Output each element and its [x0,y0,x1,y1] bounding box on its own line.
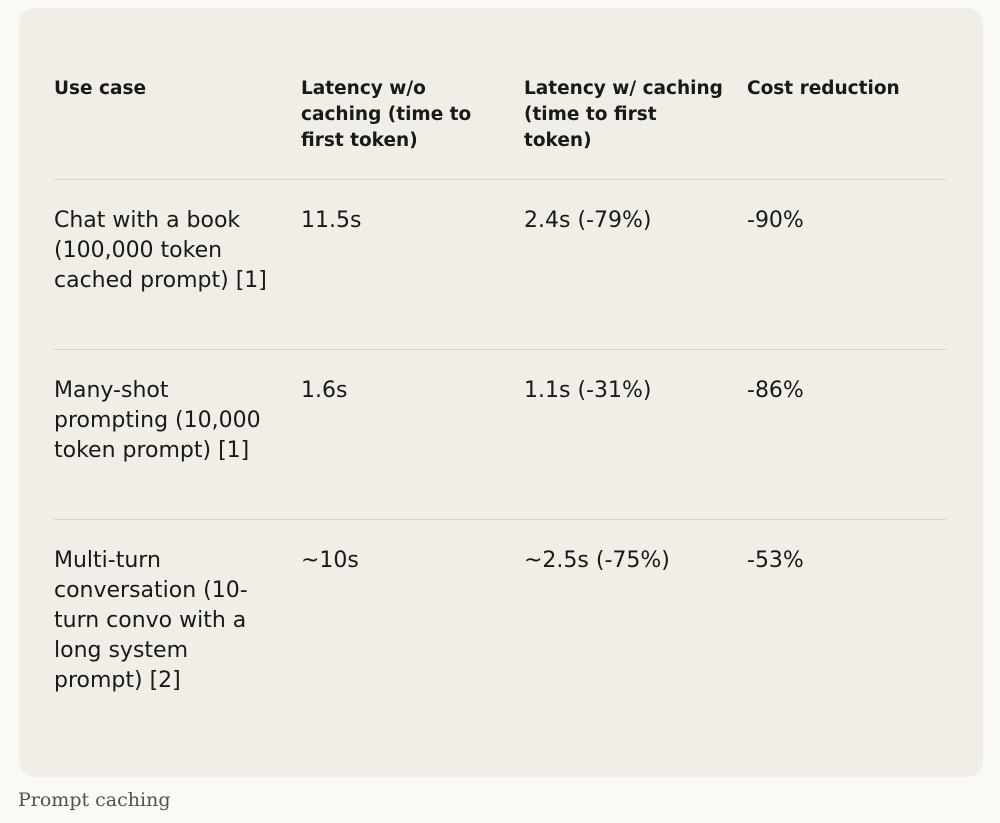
table-row: Multi-turn conversation (10-turn convo w… [54,519,946,749]
header-latency-with-caching: Latency w/ caching (time to first token) [524,62,747,180]
cell-cost-reduction: -90% [747,179,946,350]
cell-latency-with: ~2.5s (-75%) [524,547,670,573]
table-row: Many-shot prompting (10,000 token prompt… [54,349,946,520]
table-header-row: Use case Latency w/o caching (time to fi… [54,62,946,180]
header-use-case: Use case [54,62,301,180]
header-latency-without-caching: Latency w/o caching (time to first token… [301,62,524,180]
cell-cost-reduction: -86% [747,349,946,520]
cell-latency-with: 2.4s (-79%) [524,179,747,350]
cell-cost-reduction: -53% [747,547,804,573]
table-card: Use case Latency w/o caching (time to fi… [19,8,983,777]
table-row: Chat with a book (100,000 token cached p… [54,179,946,350]
cell-latency-without: ~10s [301,547,359,573]
cell-use-case: Multi-turn conversation (10-turn convo w… [54,547,248,693]
cell-latency-without: 1.6s [301,349,524,520]
cell-latency-with: 1.1s (-31%) [524,349,747,520]
cell-latency-without: 11.5s [301,179,524,350]
table-caption: Prompt caching [18,789,171,811]
header-cost-reduction: Cost reduction [747,62,946,180]
cell-use-case: Many-shot prompting (10,000 token prompt… [54,349,301,520]
prompt-caching-table: Use case Latency w/o caching (time to fi… [54,62,946,749]
cell-use-case: Chat with a book (100,000 token cached p… [54,179,301,350]
